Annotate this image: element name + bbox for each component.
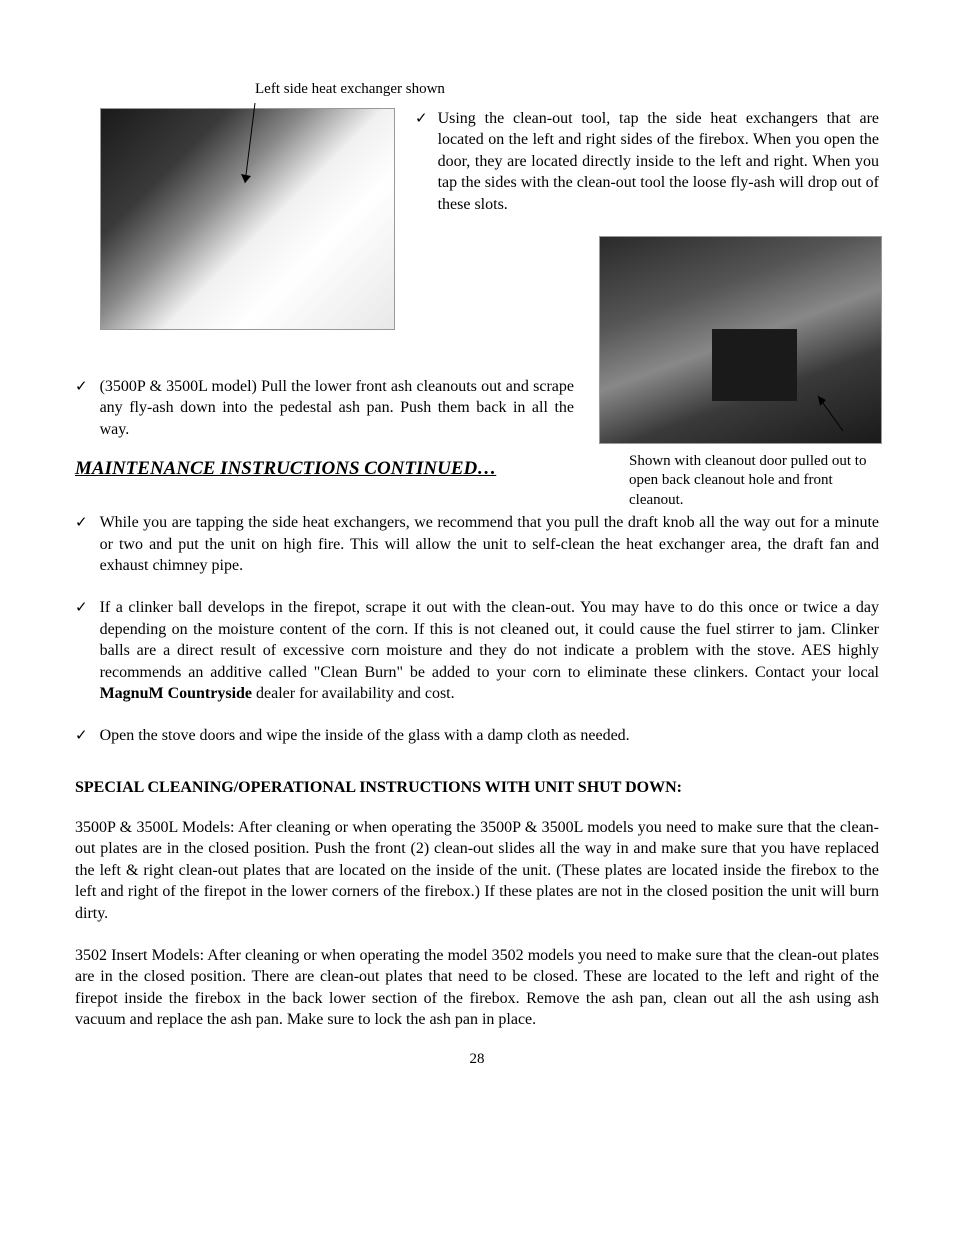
paragraph-3500-models: 3500P & 3500L Models: After cleaning or … [75, 817, 879, 925]
bullet-draft-knob: ✓ While you are tapping the side heat ex… [75, 512, 879, 577]
middle-section: ✓ (3500P & 3500L model) Pull the lower f… [75, 376, 879, 481]
checkmark-icon: ✓ [75, 725, 88, 747]
bullet-clean-out-tool: ✓ Using the clean-out tool, tap the side… [415, 108, 879, 216]
bold-dealer-name: MagnuM Countryside [100, 685, 252, 702]
section-heading: MAINTENANCE INSTRUCTIONS CONTINUED… [75, 458, 879, 480]
bullet-text: (3500P & 3500L model) Pull the lower fro… [100, 376, 574, 441]
checkmark-icon: ✓ [75, 512, 88, 577]
paragraph-3502-models: 3502 Insert Models: After cleaning or wh… [75, 945, 879, 1031]
photo-heat-exchanger [100, 108, 395, 330]
top-section: ✓ Using the clean-out tool, tap the side… [75, 108, 879, 368]
bullet-text: If a clinker ball develops in the firepo… [100, 597, 879, 705]
bullet-text-part2: dealer for availability and cost. [252, 685, 455, 702]
checkmark-icon: ✓ [75, 376, 88, 441]
caption-left-image: Left side heat exchanger shown [255, 80, 879, 100]
bullet-text-part1: If a clinker ball develops in the firepo… [100, 599, 879, 681]
bullet-text: Using the clean-out tool, tap the side h… [438, 108, 879, 216]
checkmark-icon: ✓ [75, 597, 88, 705]
sub-heading: SPECIAL CLEANING/OPERATIONAL INSTRUCTION… [75, 779, 879, 797]
bullet-wipe-glass: ✓ Open the stove doors and wipe the insi… [75, 725, 879, 747]
bullet-clinker-ball: ✓ If a clinker ball develops in the fire… [75, 597, 879, 705]
checkmark-icon: ✓ [415, 108, 428, 216]
bullet-text: While you are tapping the side heat exch… [100, 512, 879, 577]
page-number: 28 [75, 1051, 879, 1068]
bullet-3500-model: ✓ (3500P & 3500L model) Pull the lower f… [75, 376, 879, 441]
bullet-text: Open the stove doors and wipe the inside… [100, 725, 630, 747]
